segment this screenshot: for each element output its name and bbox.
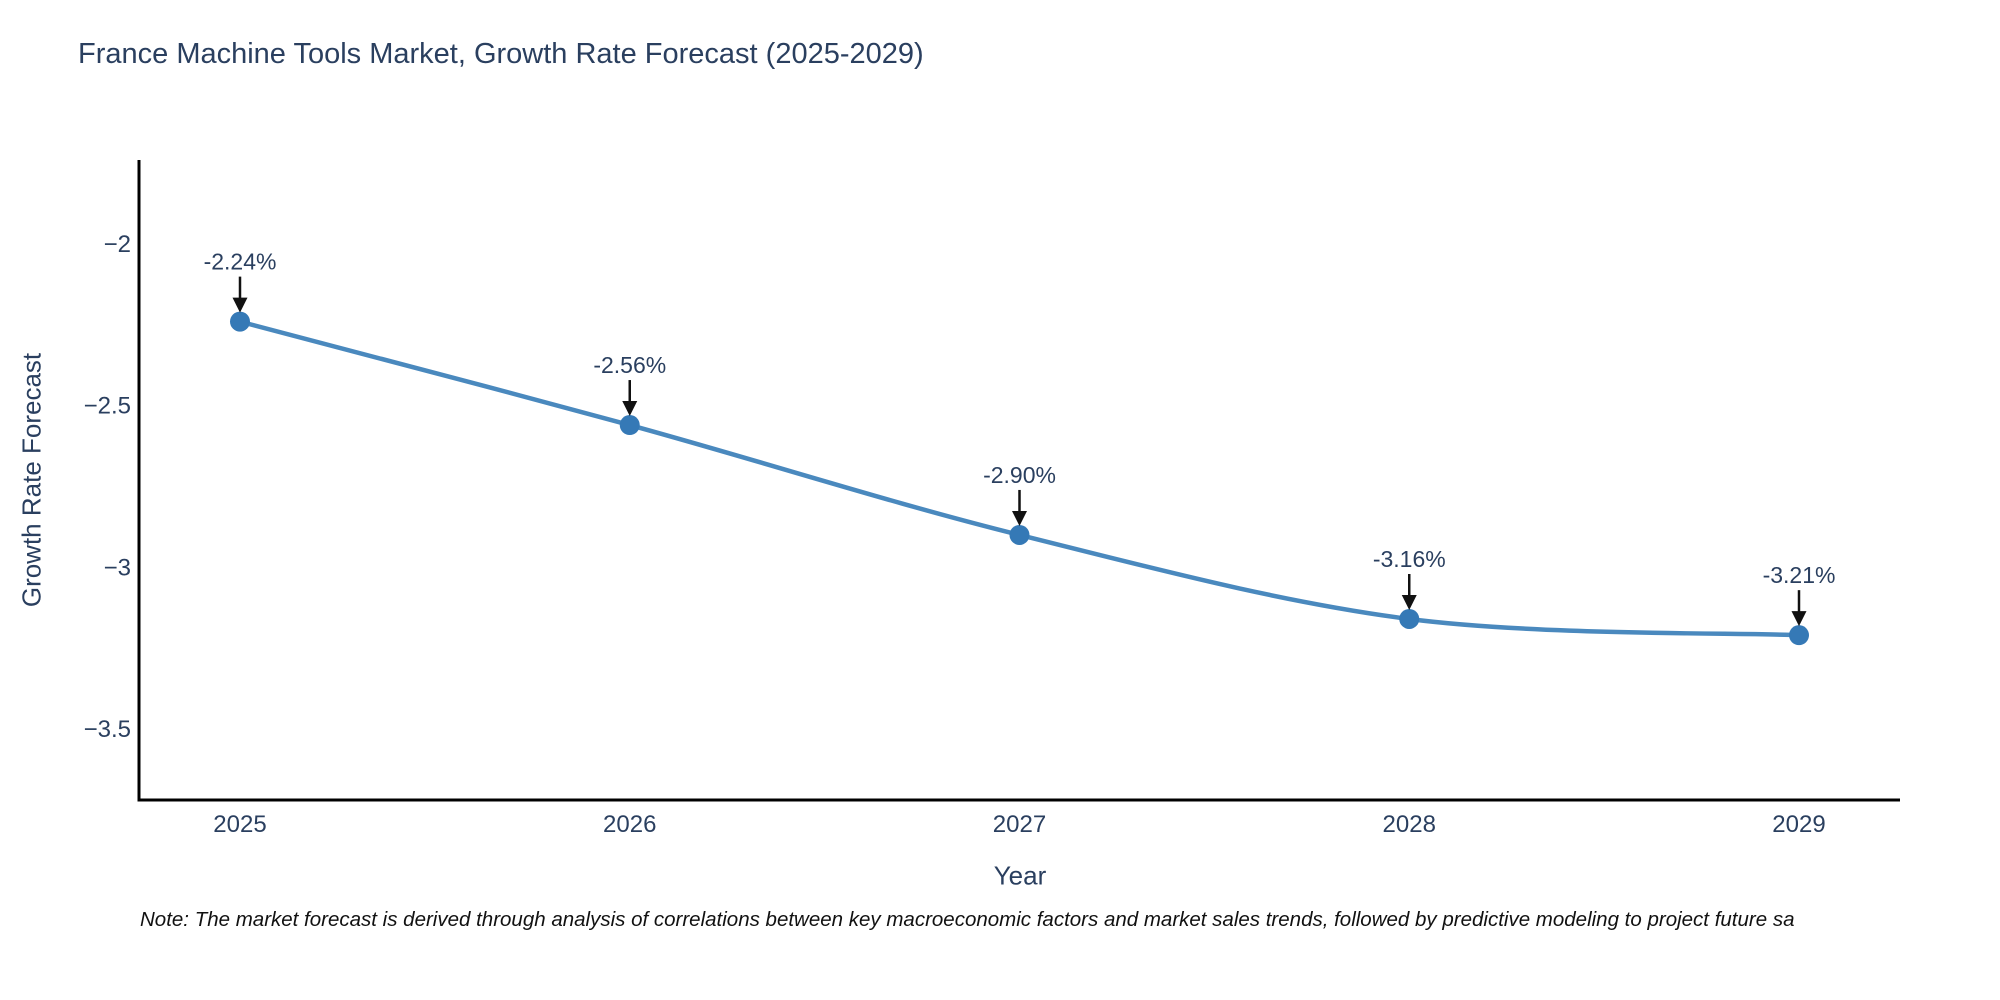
y-tick-label: −3: [104, 554, 131, 581]
data-point-2029[interactable]: [1789, 625, 1809, 646]
x-tick-label: 2027: [993, 811, 1046, 838]
point-label: -3.21%: [1763, 562, 1836, 588]
data-point-2027[interactable]: [1009, 524, 1030, 545]
annotation-arrowhead: [1401, 594, 1417, 610]
chart-title: France Machine Tools Market, Growth Rate…: [78, 38, 924, 70]
data-point-2028[interactable]: [1399, 608, 1420, 629]
data-point-2025[interactable]: [230, 311, 250, 332]
y-tick-label: −3.5: [84, 716, 131, 743]
footnote: Note: The market forecast is derived thr…: [140, 908, 1795, 931]
x-tick-label: 2028: [1383, 811, 1436, 838]
annotation-arrowhead: [1012, 510, 1027, 526]
annotation-arrowhead: [232, 297, 248, 313]
x-tick-label: 2025: [213, 811, 266, 838]
y-tick-label: −2: [104, 231, 131, 258]
annotation-arrowhead: [622, 401, 638, 417]
y-axis-title: Growth Rate Forecast: [16, 352, 47, 608]
point-label: -2.56%: [593, 352, 666, 378]
point-label: -2.90%: [983, 462, 1056, 488]
x-tick-label: 2029: [1772, 811, 1825, 838]
point-label: -3.16%: [1373, 546, 1446, 572]
annotation-arrowhead: [1791, 611, 1807, 627]
y-tick-label: −2.5: [84, 393, 131, 420]
data-point-2026[interactable]: [619, 415, 640, 436]
x-axis-title: Year: [993, 860, 1047, 891]
x-tick-label: 2026: [603, 811, 656, 838]
point-label: -2.24%: [204, 249, 277, 275]
